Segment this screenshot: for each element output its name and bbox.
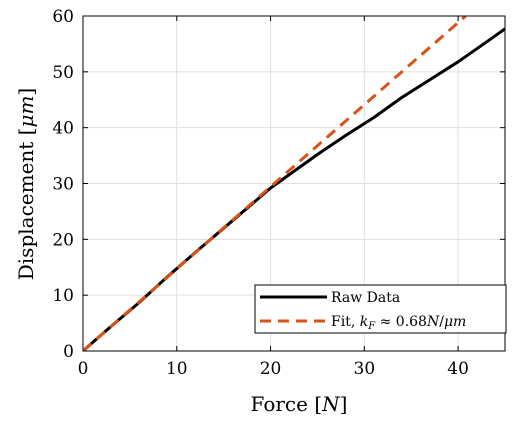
tick-labels: 0 10 20 30 40 0 10 20 30 40 50 60 xyxy=(52,7,469,379)
y-tick-label: 20 xyxy=(52,230,74,250)
y-tick-label: 30 xyxy=(52,175,74,195)
fit-line xyxy=(83,16,467,351)
x-tick-label: 10 xyxy=(166,359,188,379)
x-tick-label: 0 xyxy=(78,359,89,379)
y-tick-label: 60 xyxy=(52,7,74,27)
raw-data-line xyxy=(83,27,505,351)
legend-raw-label: Raw Data xyxy=(331,290,400,306)
legend: Raw Data Fit, kF ≈ 0.68N/μm xyxy=(254,284,507,334)
legend-box xyxy=(254,284,507,334)
x-tick-label: 40 xyxy=(447,359,469,379)
y-tick-label: 40 xyxy=(52,119,74,139)
plot-area xyxy=(83,16,505,351)
x-tick-label: 30 xyxy=(354,359,376,379)
x-axis-title: Force [N] xyxy=(251,392,348,416)
y-tick-label: 50 xyxy=(52,63,74,83)
legend-fit-label: Fit, kF ≈ 0.68N/μm xyxy=(331,314,466,332)
y-tick-label: 10 xyxy=(52,286,74,306)
y-tick-label: 0 xyxy=(63,342,74,362)
y-axis-title: Displacement [μm] xyxy=(14,88,38,281)
x-tick-label: 20 xyxy=(260,359,282,379)
axes xyxy=(82,15,506,352)
